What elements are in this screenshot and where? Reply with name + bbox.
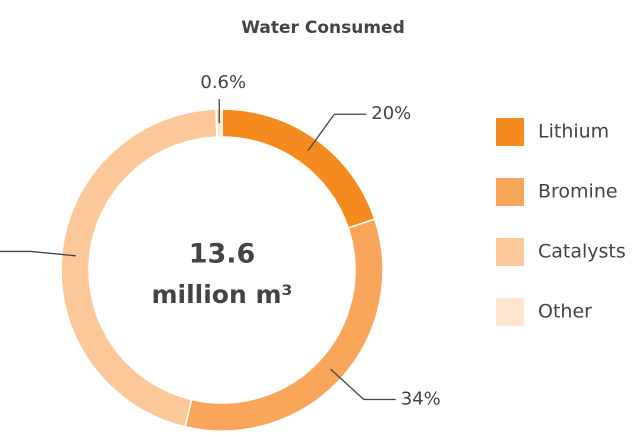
legend-label: Other xyxy=(538,301,592,323)
legend-label: Bromine xyxy=(538,181,618,203)
leader-line xyxy=(330,368,396,401)
leader-line xyxy=(307,113,367,152)
legend-swatch xyxy=(496,298,524,326)
center-value: 13.6 xyxy=(189,239,256,270)
legend-swatch xyxy=(496,238,524,266)
legend-label: Catalysts xyxy=(538,241,626,263)
donut-slice xyxy=(221,108,376,229)
leader-line xyxy=(0,250,76,257)
center-unit: million m³ xyxy=(151,280,292,309)
donut-slice xyxy=(215,108,223,138)
value-label: 34% xyxy=(401,388,441,409)
legend-label: Lithium xyxy=(538,121,609,143)
chart-title: Water Consumed xyxy=(241,18,404,38)
legend-swatch xyxy=(496,178,524,206)
value-label: 0.6% xyxy=(200,72,246,93)
legend-swatch xyxy=(496,118,524,146)
value-label: 20% xyxy=(371,103,411,124)
